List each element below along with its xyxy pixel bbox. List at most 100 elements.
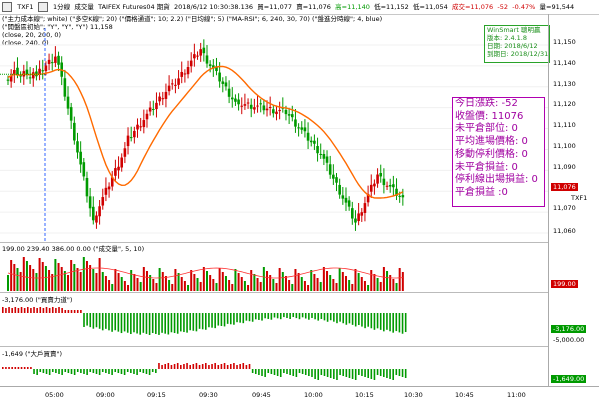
indicator-legend-2: ("開盤區初始"; "Y", "Y", "Y") 11,158 <box>2 23 113 31</box>
volume-bar <box>142 267 145 291</box>
candle-body <box>142 120 146 128</box>
interval-icon[interactable] <box>37 2 48 12</box>
candle-body <box>253 107 256 110</box>
volume-bar <box>152 279 155 291</box>
candle-body <box>139 126 142 128</box>
volume-bar <box>253 274 256 291</box>
big-player-bar <box>51 369 54 372</box>
volume-bar <box>174 269 177 291</box>
big-player-bar <box>261 369 263 376</box>
big-player-bar <box>386 369 388 378</box>
force-bar <box>80 310 82 313</box>
interval-label[interactable]: 1分線 <box>53 3 71 11</box>
volume-bar <box>224 276 227 291</box>
volume-bar <box>104 276 107 291</box>
candle-body <box>243 104 247 106</box>
force-bar <box>142 313 145 333</box>
volume-bar <box>250 270 253 291</box>
force-bar <box>223 313 226 327</box>
volume-panel[interactable]: 199.00 239.40 386.00 0.00 ("成交量", 5, 10) <box>0 242 548 293</box>
big-player-bar <box>211 364 213 369</box>
candle-body <box>196 55 199 57</box>
big-player-bar <box>214 363 216 369</box>
force-axis-value: -3,176.00 <box>551 325 587 333</box>
big-player-bar <box>320 369 323 375</box>
winsmart-badge: WinSmart 聰明贏 版本: 2.4.1.8 日期: 2018/6/12 到… <box>484 25 550 63</box>
volume-bar <box>22 257 25 291</box>
volume-bar <box>158 268 161 291</box>
price-tick: 11,130 <box>553 80 576 88</box>
info-open-position: 未平倉部位: 0 <box>455 123 518 135</box>
candle-body <box>41 70 45 72</box>
candle-body <box>221 81 225 84</box>
volume-bar <box>316 278 319 291</box>
volume-bar <box>370 270 373 291</box>
menu-icon[interactable] <box>2 2 12 12</box>
volume-bar <box>51 274 54 291</box>
price-tick: 11,110 <box>553 121 576 129</box>
force-bar <box>195 313 198 332</box>
big-player-bar <box>323 369 326 376</box>
force-bar <box>404 313 407 333</box>
instrument-label: TAIFEX Futures04 期貨 <box>98 3 170 11</box>
big-player-bar <box>92 369 95 373</box>
big-player-bar <box>26 367 29 369</box>
last-price-marker: 11,076 <box>551 183 578 191</box>
candle-body <box>275 111 278 115</box>
candle-body <box>398 195 401 197</box>
big-player-bar <box>133 369 135 374</box>
big-player-bar <box>392 369 394 380</box>
candle-body <box>129 137 133 139</box>
big-player-axis: -1,649.00 <box>548 346 599 386</box>
candle-body <box>303 127 307 132</box>
price-axis: 11,150 11,140 11,130 11,120 11,110 11,10… <box>548 14 599 242</box>
force-bar <box>292 313 295 318</box>
candle-body <box>104 187 108 195</box>
force-bar <box>55 308 57 313</box>
big-player-bar <box>301 369 304 374</box>
candle-body <box>161 98 165 100</box>
force-panel[interactable]: -3,176.00 ("買賣力道") <box>0 292 548 347</box>
big-player-bar <box>61 369 63 375</box>
candle-body <box>95 215 98 223</box>
volume-bar <box>139 282 142 291</box>
candle-body <box>234 98 237 102</box>
symbol-label[interactable]: TXF1 <box>17 3 34 11</box>
candle-body <box>202 47 206 54</box>
volume-chart <box>7 257 404 291</box>
big-player-bar <box>105 369 107 373</box>
force-bar <box>20 307 23 313</box>
price-tick: 11,140 <box>553 59 576 67</box>
force-bar <box>304 313 307 319</box>
symbol-tag: TXF1 <box>571 194 588 202</box>
force-bar <box>245 313 248 321</box>
volume-bar <box>360 277 363 291</box>
candle-body <box>256 105 259 107</box>
big-player-bar <box>117 369 120 373</box>
volume-bar <box>373 274 376 291</box>
volume-bar <box>259 282 262 291</box>
candle-body <box>189 60 193 67</box>
big-player-panel[interactable]: -1,649 ("大戶買賣") <box>0 346 548 387</box>
time-tick: 10:15 <box>355 391 374 399</box>
force-bar <box>289 313 291 319</box>
big-player-bar <box>220 364 223 369</box>
big-player-bar <box>86 369 88 375</box>
volume-bar <box>108 280 111 291</box>
info-close-price: 收盤價: 11076 <box>455 110 524 122</box>
big-player-bar <box>180 365 182 369</box>
candle-body <box>259 103 262 105</box>
force-bar <box>205 313 207 330</box>
force-bar <box>264 313 266 319</box>
candle-body <box>240 105 244 107</box>
big-player-bar <box>145 369 148 374</box>
candle-body <box>215 66 218 72</box>
big-player-bar <box>351 369 354 379</box>
volume-ma-line <box>7 267 403 279</box>
force-bar <box>342 313 345 324</box>
big-player-bar <box>311 369 313 377</box>
force-bar <box>267 313 270 319</box>
big-player-bar <box>36 369 38 375</box>
volume-bar <box>231 284 234 291</box>
force-bar <box>198 313 201 329</box>
